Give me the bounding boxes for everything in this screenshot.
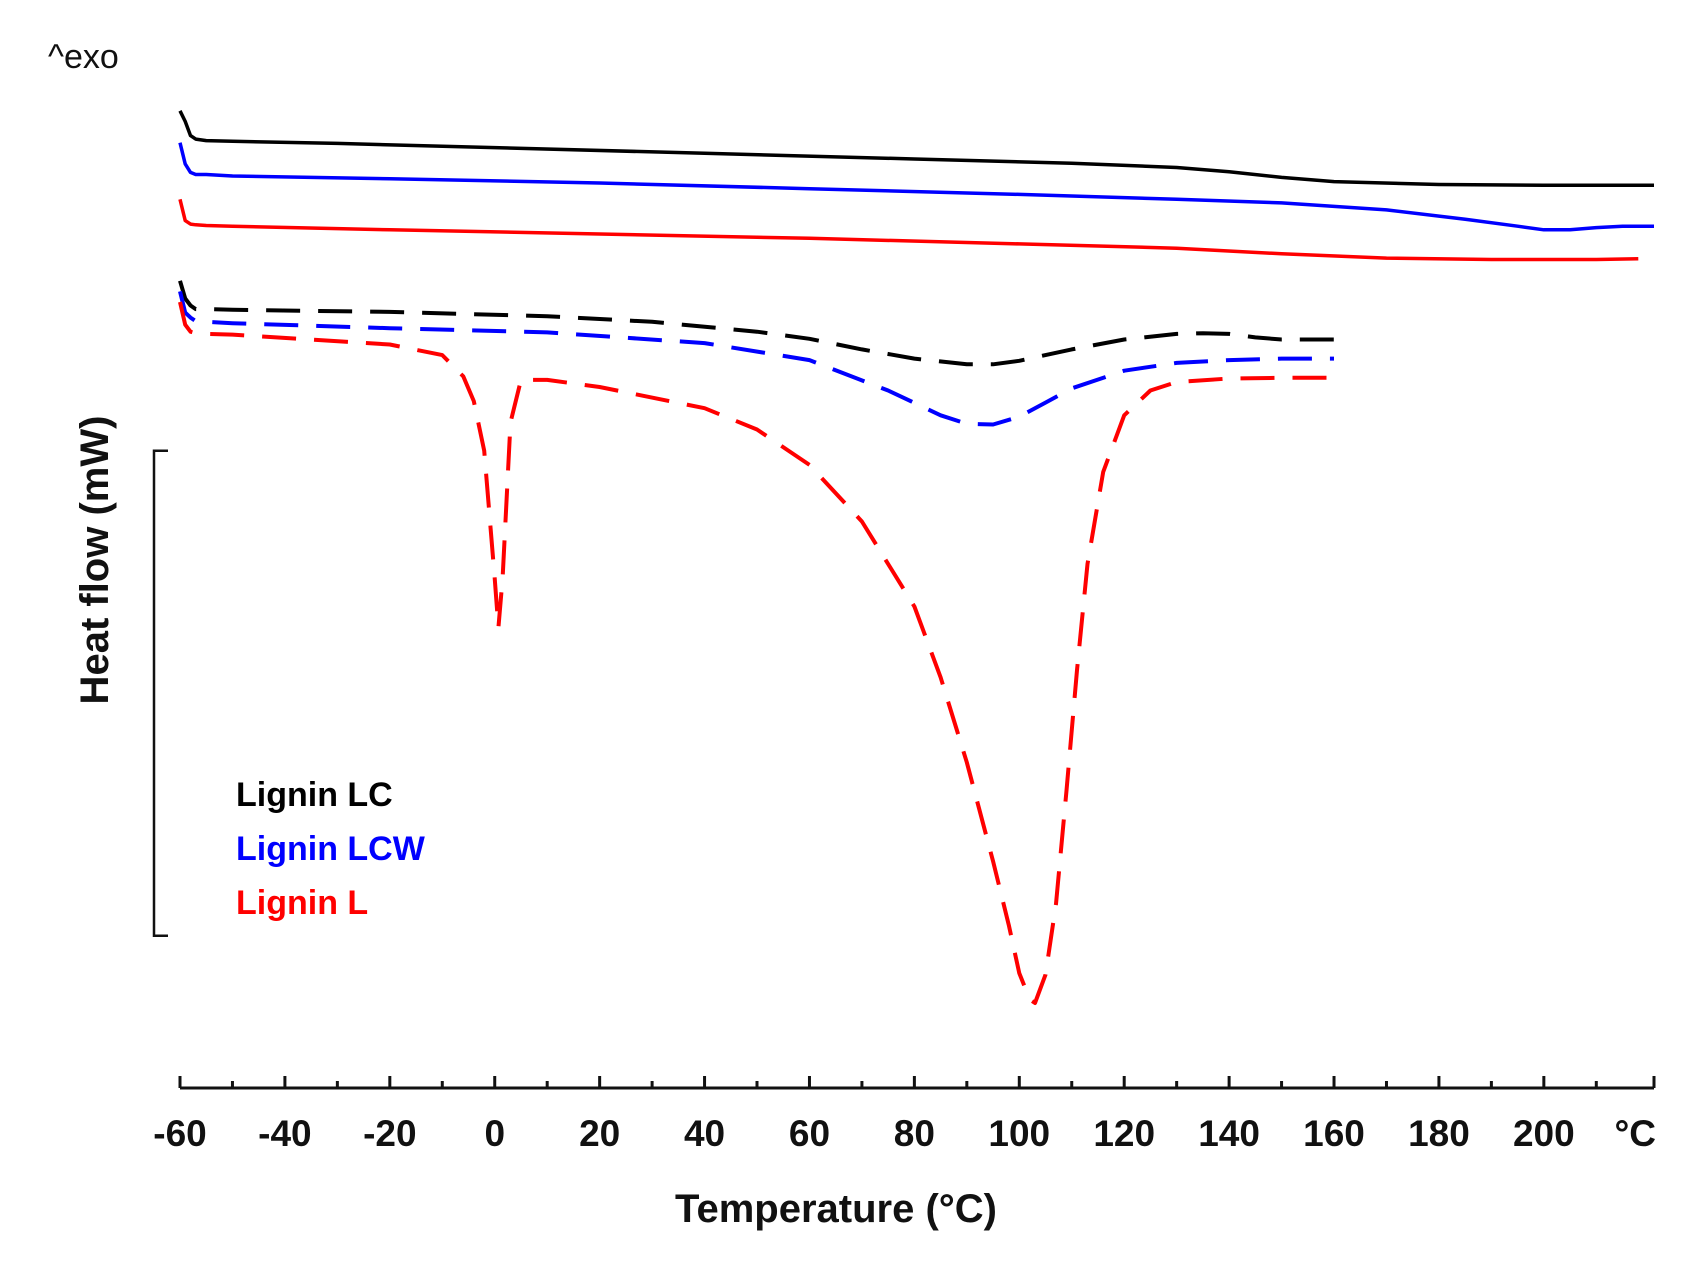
x-tick-label: 200	[1513, 1113, 1575, 1154]
series-line-lignin-lc-upper	[178, 110, 1654, 187]
x-tick-label: 0	[484, 1113, 505, 1154]
x-tick-label: 60	[789, 1113, 830, 1154]
exo-direction-label: ^exo	[48, 38, 119, 76]
x-tick-label: 80	[894, 1113, 935, 1154]
series-group	[178, 110, 1654, 1005]
series-line-lignin-lcw-upper	[178, 142, 1654, 232]
series-line-lignin-l-lower	[178, 301, 1334, 1005]
x-tick-label: 180	[1408, 1113, 1470, 1154]
x-axis-title: Temperature (°C)	[675, 1187, 997, 1231]
x-tick-label: 100	[988, 1113, 1050, 1154]
y-axis-title: Heat flow (mW)	[73, 416, 117, 705]
x-tick-label: 40	[684, 1113, 725, 1154]
legend: Lignin LC Lignin LCW Lignin L	[236, 776, 426, 922]
x-tick-label-group: -60 -40 -20 0 20 40 60 80 100 120 140 160 180 200	[153, 1113, 1574, 1154]
legend-item: Lignin LC	[236, 776, 393, 814]
x-tick-label: -20	[363, 1113, 416, 1154]
series-line-lignin-lcw-lower	[178, 290, 1334, 427]
x-tick-label: 160	[1303, 1113, 1365, 1154]
series-line-lignin-l-upper	[178, 198, 1639, 262]
series-line-lignin-lc-lower	[178, 280, 1334, 367]
x-tick-label: -40	[258, 1113, 311, 1154]
legend-item: Lignin L	[236, 884, 368, 922]
x-unit-label: °C	[1614, 1113, 1656, 1154]
x-tick-label: -60	[153, 1113, 206, 1154]
x-tick-label: 140	[1198, 1113, 1260, 1154]
x-tick-label: 120	[1093, 1113, 1155, 1154]
x-tick-label: 20	[579, 1113, 620, 1154]
x-tick-group	[178, 1076, 1656, 1088]
heat-flow-scale-bar	[152, 449, 168, 938]
legend-item: Lignin LCW	[236, 830, 426, 868]
